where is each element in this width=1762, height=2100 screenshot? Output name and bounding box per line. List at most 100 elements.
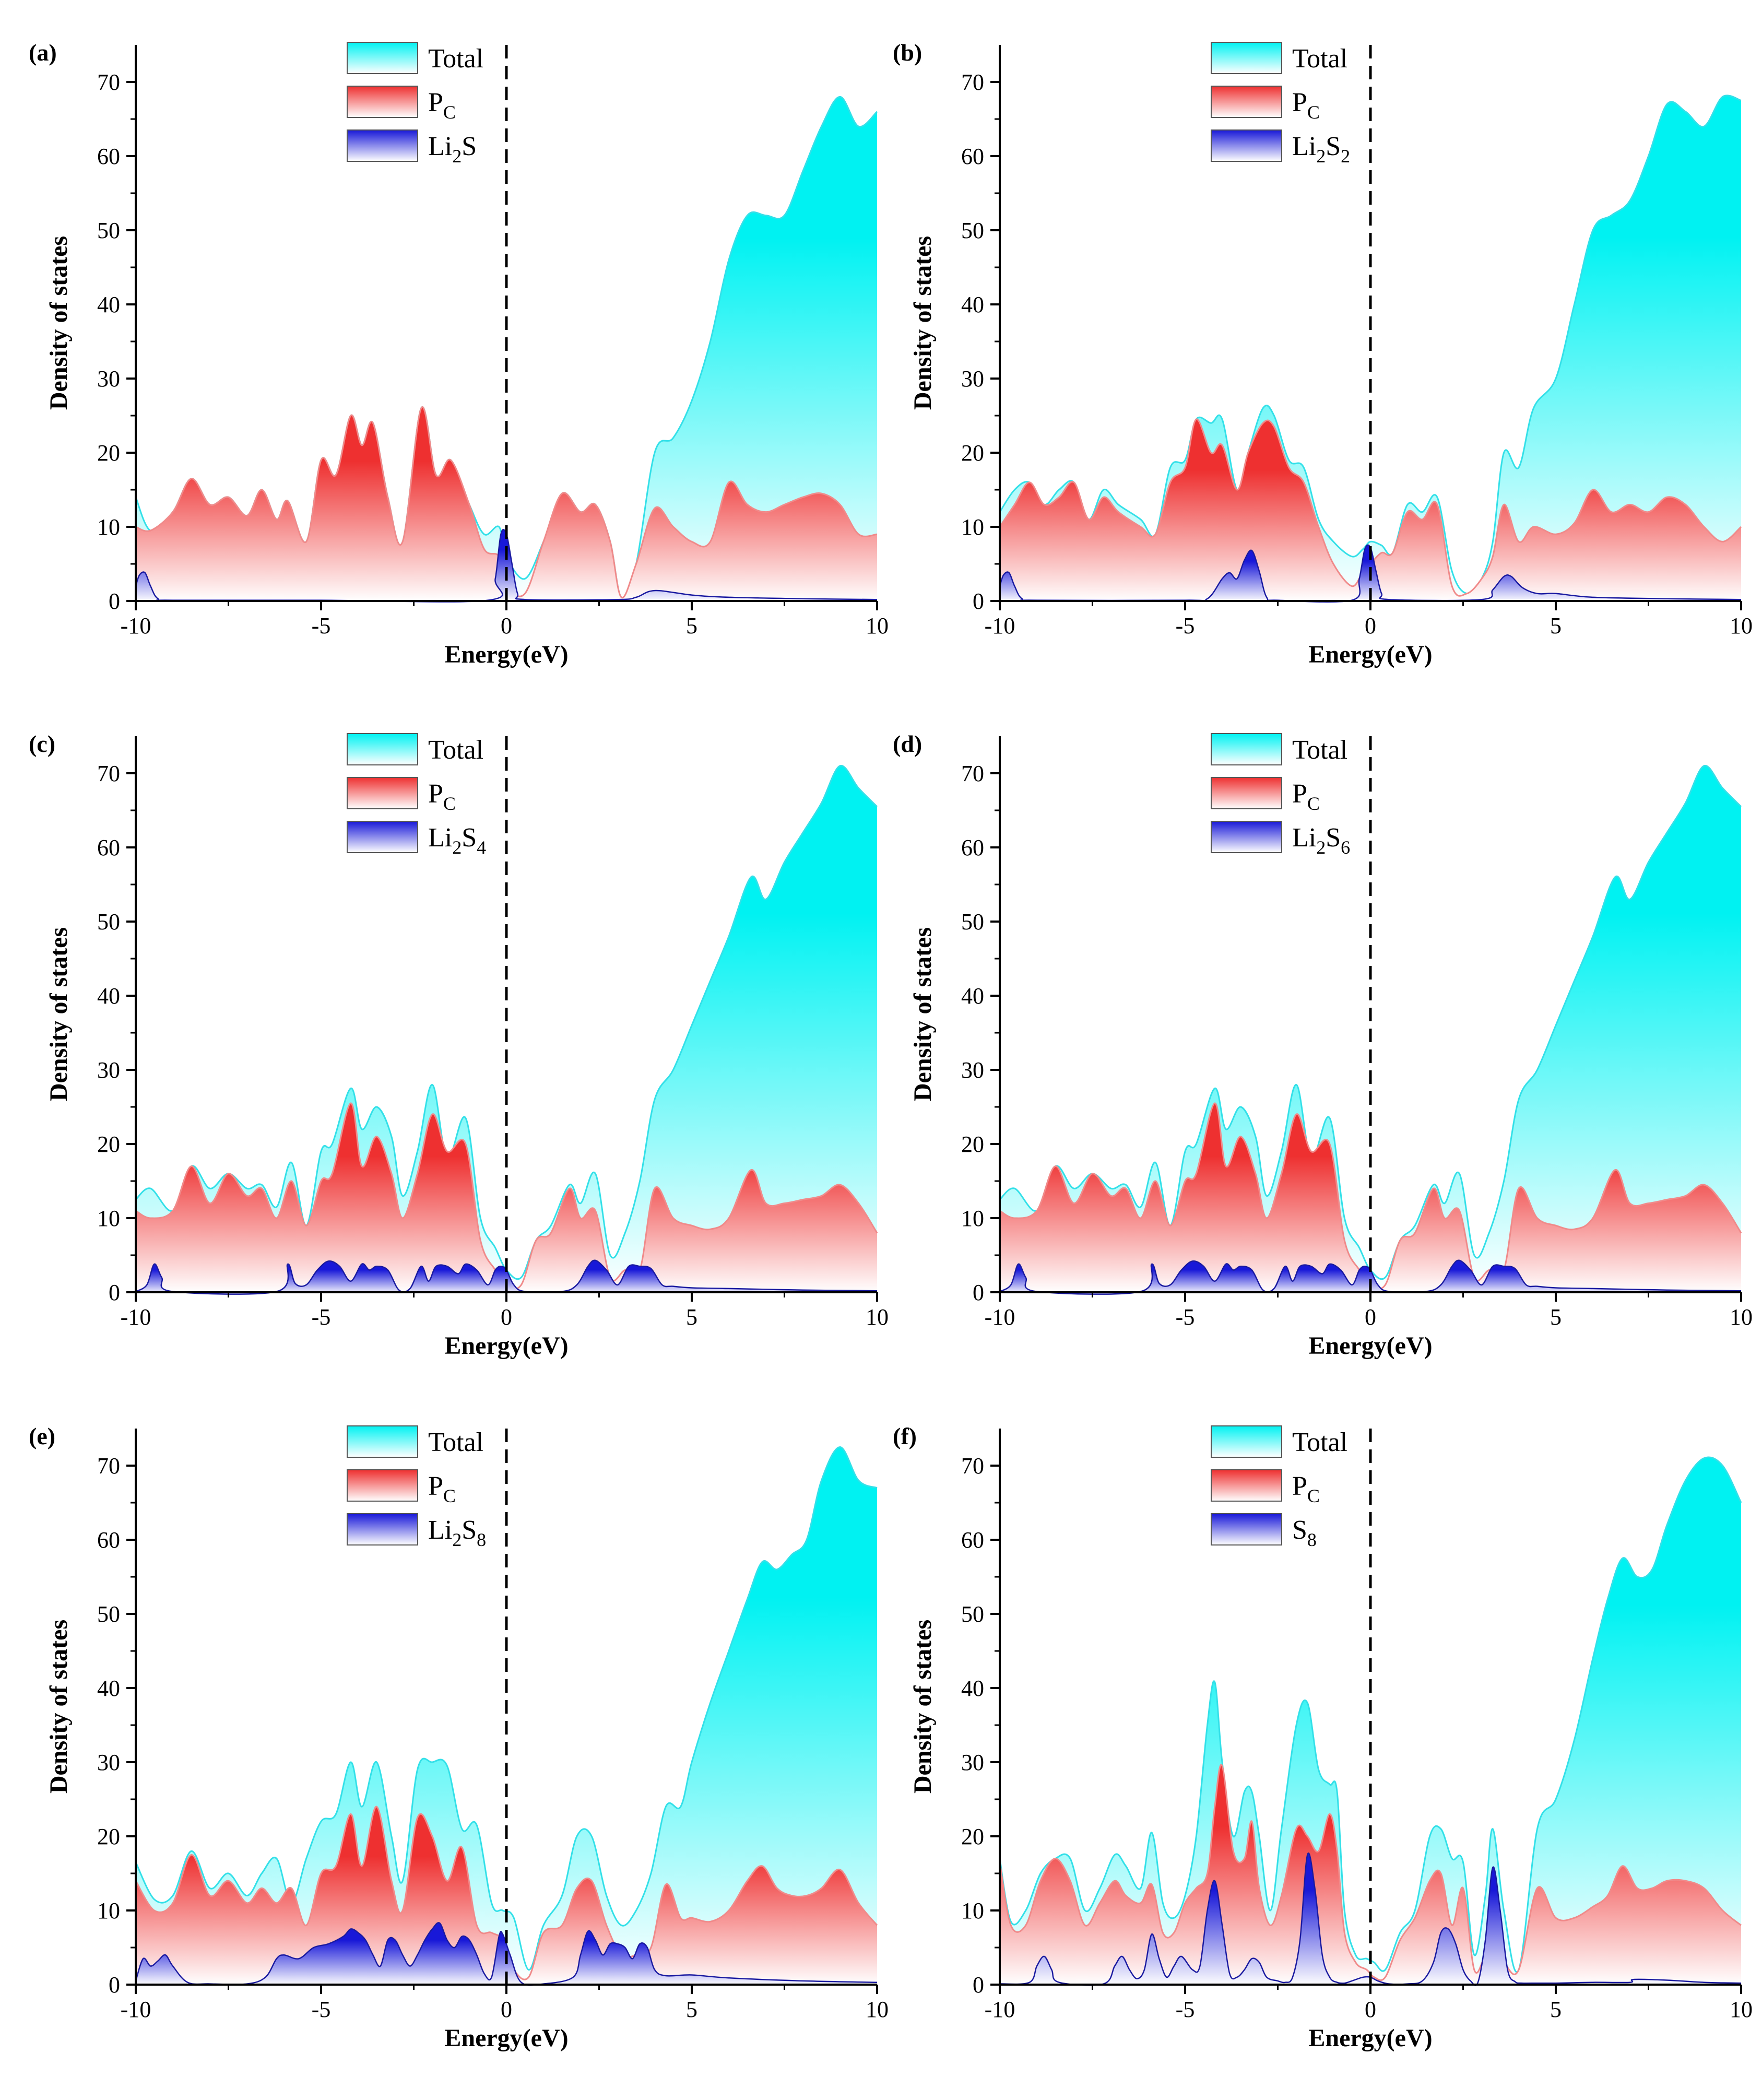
y-tick-label: 20	[961, 1824, 984, 1849]
legend-label: Total	[1292, 44, 1347, 74]
legend-swatch	[1211, 129, 1282, 162]
legend: Total PC Li2S8	[347, 1425, 486, 1550]
x-tick-label: -10	[121, 1304, 151, 1330]
y-tick-label: 0	[973, 1972, 984, 1998]
y-axis-title: Density of states	[45, 1620, 73, 1794]
x-tick-label: 10	[866, 613, 889, 639]
total-dos-area	[136, 1447, 877, 1985]
legend-swatch	[347, 1513, 418, 1545]
y-tick-label: 40	[961, 292, 984, 317]
legend-swatch	[1211, 821, 1282, 853]
x-tick-label: 5	[686, 1304, 697, 1330]
y-tick-label: 30	[961, 1057, 984, 1083]
y-tick-label: 70	[961, 69, 984, 95]
species-dos-area	[136, 1260, 877, 1294]
legend-label: PC	[1292, 88, 1320, 123]
x-tick-label: 0	[1365, 1997, 1376, 2022]
pc-dos-line	[135, 1806, 878, 1980]
y-tick-label: 10	[97, 514, 120, 540]
y-tick-label: 70	[97, 1453, 120, 1479]
dos-panel: (f) -10 -5 0 5 10 0 10 20 30 40 50 60 70 Energy(eV) Den…	[893, 1423, 1753, 2052]
legend: Total PC Li2S6	[1211, 733, 1350, 858]
total-dos-line	[135, 765, 878, 1280]
dos-panel: (c) -10 -5 0 5 10 0 10 20 30 40 50 60 70 Energy(eV) Den…	[29, 730, 889, 1360]
panel-label: (d)	[893, 730, 922, 757]
y-tick-label: 40	[97, 292, 120, 317]
pc-dos-area	[1000, 1764, 1741, 1985]
total-dos-line	[999, 1456, 1742, 1973]
x-tick-label: 5	[1550, 613, 1562, 639]
x-axis-title: Energy(eV)	[444, 1332, 568, 1360]
y-tick-label: 30	[961, 1750, 984, 1775]
pc-dos-area	[136, 407, 877, 601]
y-tick-label: 70	[97, 69, 120, 95]
legend-label: Total	[428, 1427, 483, 1457]
total-dos-area	[136, 765, 877, 1292]
panels: (a)-10 -5 0 5 10010203040506070Energy(eV)Den…	[29, 39, 1753, 2052]
x-tick-label: 5	[686, 1997, 697, 2022]
y-tick-label: 30	[97, 1750, 120, 1775]
x-tick-label: 10	[1730, 1997, 1753, 2022]
legend-swatch	[347, 821, 418, 853]
y-tick-label: 10	[961, 1898, 984, 1924]
total-dos-area	[1000, 765, 1741, 1292]
total-dos-area	[1000, 1457, 1741, 1985]
x-tick-label: 5	[1550, 1304, 1562, 1330]
y-tick-label: 0	[973, 588, 984, 614]
legend-label: Li2S2	[1292, 132, 1350, 167]
legend-swatch	[347, 1469, 418, 1502]
x-tick-label: 0	[1365, 613, 1376, 639]
x-tick-label: 10	[1730, 1304, 1753, 1330]
legend-label: PC	[1292, 1471, 1320, 1506]
y-tick-label: 60	[97, 835, 120, 860]
y-axis-title: Density of states	[909, 1620, 937, 1794]
pc-dos-area	[1000, 419, 1741, 601]
legend: Total PC Li2S2	[1211, 42, 1350, 167]
legend-swatch	[347, 777, 418, 809]
x-tick-label: -5	[1176, 613, 1195, 639]
y-tick-label: 50	[961, 909, 984, 935]
panel-label: (b)	[893, 39, 922, 66]
legend-swatch	[347, 129, 418, 162]
y-tick-label: 0	[109, 588, 120, 614]
x-tick-label: -5	[312, 1997, 331, 2022]
legend: Total PC S8	[1211, 1425, 1347, 1550]
x-tick-label: 0	[501, 613, 512, 639]
species-dos-line	[135, 1922, 878, 1986]
dos-panel: (b) -10 -5 0 5 10 0 10 20 30 40 50 60 70 Energy(eV) Den…	[893, 39, 1753, 668]
species-dos-line	[999, 1853, 1742, 1986]
x-axis-title: Energy(eV)	[444, 2024, 568, 2052]
pc-dos-area	[136, 1807, 877, 1985]
x-tick-label: -5	[1176, 1304, 1195, 1330]
x-tick-label: -5	[312, 613, 331, 639]
legend-label: Li2S6	[1292, 823, 1350, 858]
panel-label: (c)	[29, 730, 55, 757]
pc-dos-line	[135, 406, 878, 599]
x-tick-label: 0	[501, 1997, 512, 2022]
species-dos-area	[136, 529, 877, 602]
x-tick-label: 10	[866, 1304, 889, 1330]
y-tick-label: 20	[97, 440, 120, 466]
y-tick-label: 40	[961, 983, 984, 1009]
legend-swatch	[1211, 86, 1282, 118]
legend: Total PC Li2S	[347, 42, 483, 167]
pc-dos-line	[999, 1102, 1742, 1290]
x-tick-label: 5	[686, 613, 697, 639]
x-tick-label: 0	[501, 1304, 512, 1330]
pc-dos-area	[136, 1103, 877, 1292]
y-tick-label: 60	[97, 144, 120, 169]
pc-dos-line	[999, 1764, 1742, 1981]
total-dos-line	[999, 95, 1742, 595]
legend-swatch	[347, 42, 418, 74]
legend-swatch	[1211, 1425, 1282, 1458]
legend-swatch	[347, 1425, 418, 1458]
panel-label: (e)	[29, 1423, 55, 1449]
legend-label: Total	[1292, 1427, 1347, 1457]
species-dos-line	[999, 1259, 1742, 1295]
y-tick-label: 10	[97, 1898, 120, 1924]
x-tick-label: 0	[1365, 1304, 1376, 1330]
pc-dos-area	[1000, 1103, 1741, 1292]
y-tick-label: 20	[97, 1131, 120, 1157]
legend-label: S8	[1292, 1515, 1317, 1550]
legend-swatch	[1211, 1513, 1282, 1545]
